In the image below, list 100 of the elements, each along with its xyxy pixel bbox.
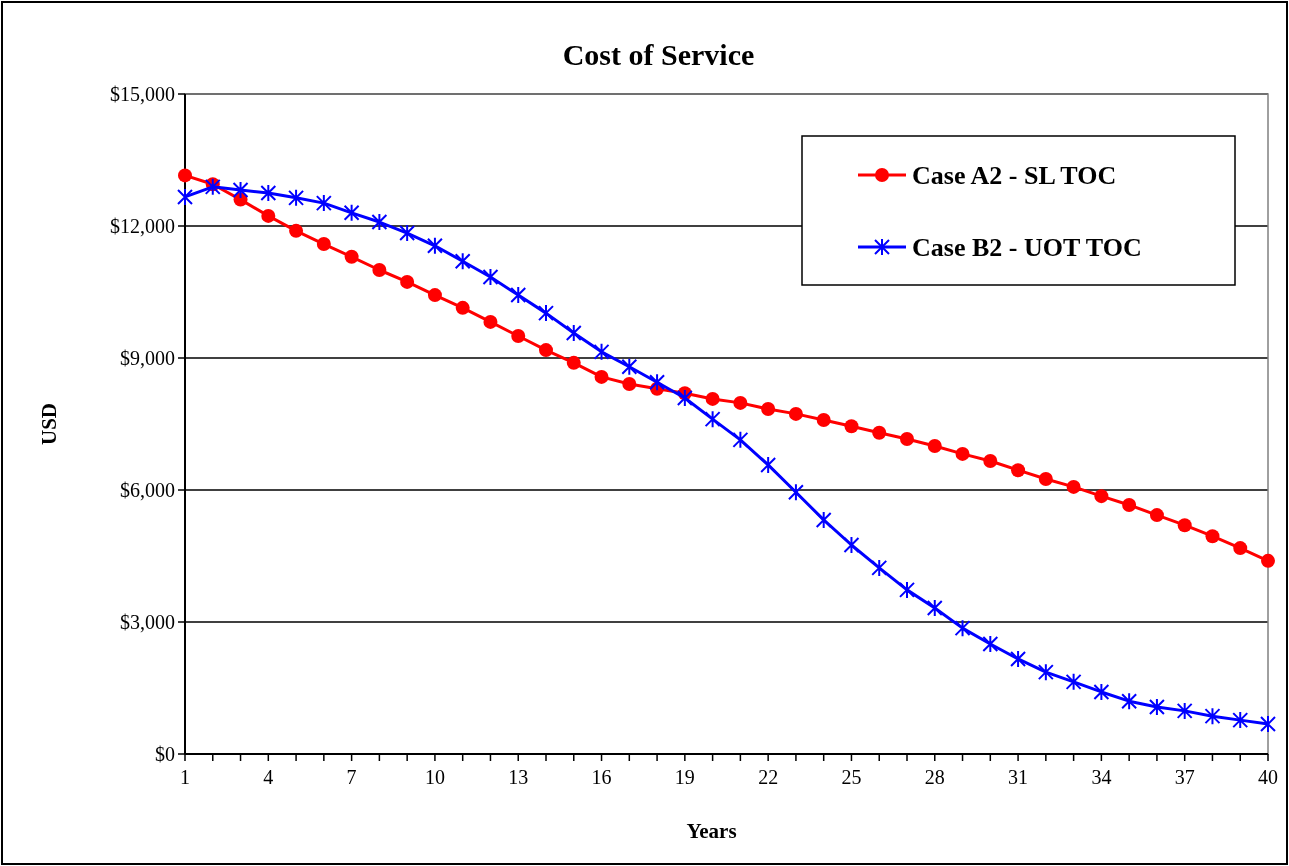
point: [594, 369, 609, 384]
point: [1177, 518, 1192, 533]
y-tick-label: $9,000: [120, 347, 175, 369]
x-tick-label: 34: [1091, 766, 1112, 788]
y-tick-label: $3,000: [120, 611, 175, 633]
x-tick-label: 4: [263, 766, 274, 788]
point: [983, 453, 998, 468]
point: [871, 558, 888, 577]
point: [1010, 649, 1027, 668]
point: [1232, 711, 1249, 730]
point: [761, 402, 776, 417]
point: [1148, 697, 1165, 716]
point: [288, 188, 305, 207]
point: [232, 180, 249, 199]
point: [1011, 463, 1026, 478]
point: [400, 274, 415, 289]
point: [649, 373, 666, 392]
point: [289, 223, 304, 238]
point: [510, 286, 527, 305]
chart-title: Cost of Service: [562, 38, 755, 71]
point: [372, 263, 387, 277]
point: [955, 446, 970, 461]
point: [760, 455, 777, 474]
point: [705, 391, 720, 406]
point: [260, 184, 277, 202]
point: [426, 236, 443, 255]
legend-label: Case A2 - SL TOC: [912, 161, 1117, 191]
x-tick-label: 37: [1174, 766, 1195, 788]
point: [511, 329, 526, 343]
point: [455, 300, 470, 315]
point: [1233, 541, 1248, 556]
x-tick-label: 10: [424, 766, 445, 788]
point: [343, 203, 360, 222]
x-tick-label: 25: [841, 766, 862, 788]
point: [344, 249, 359, 264]
x-tick-label: 13: [508, 766, 529, 788]
point: [1261, 553, 1275, 568]
point: [454, 252, 471, 271]
point: [566, 355, 581, 370]
point: [316, 237, 331, 252]
point: [593, 342, 610, 361]
point: [788, 406, 803, 421]
point: [1093, 682, 1110, 701]
point: [704, 410, 721, 429]
point: [622, 376, 637, 391]
point: [399, 224, 416, 243]
point: [482, 268, 499, 287]
point: [926, 598, 943, 617]
point: [539, 343, 553, 358]
point: [621, 357, 638, 376]
point: [954, 619, 971, 638]
point: [843, 536, 860, 554]
point: [816, 413, 831, 428]
point: [815, 510, 832, 529]
legend-label: Case B2 - UOT TOC: [912, 233, 1142, 263]
point: [1121, 692, 1138, 711]
point: [1066, 479, 1081, 494]
y-tick-label: $12,000: [110, 215, 175, 237]
point: [261, 208, 276, 223]
point: [872, 425, 887, 440]
x-tick-label: 1: [180, 766, 190, 788]
x-tick-label: 16: [591, 766, 612, 788]
point: [733, 395, 748, 410]
point: [178, 168, 192, 183]
point: [732, 430, 749, 449]
point: [1260, 715, 1276, 734]
point: [1122, 497, 1137, 512]
point: [1205, 529, 1220, 544]
point: [1038, 472, 1053, 486]
point: [1037, 663, 1054, 682]
x-tick-label: 7: [346, 766, 357, 788]
point: [204, 177, 221, 196]
y-tick-label: $0: [155, 743, 175, 765]
point: [177, 187, 193, 206]
point: [1065, 672, 1082, 691]
point: [927, 439, 942, 453]
point: [1094, 489, 1109, 504]
point: [676, 389, 693, 408]
point: [1204, 707, 1221, 726]
y-axis-title: USD: [37, 402, 61, 446]
point: [371, 213, 388, 232]
x-tick-label: 28: [924, 766, 945, 788]
x-tick-label: 31: [1008, 766, 1029, 788]
point: [982, 635, 999, 653]
point: [1176, 701, 1193, 720]
y-tick-label: $15,000: [110, 83, 175, 105]
x-tick-label: 19: [674, 766, 695, 788]
x-tick-label: 22: [758, 766, 779, 788]
x-tick-label: 40: [1258, 766, 1278, 788]
point: [315, 194, 332, 213]
point: [538, 304, 554, 323]
point: [900, 431, 914, 446]
point: [844, 419, 859, 434]
point: [483, 314, 498, 329]
point: [565, 323, 582, 342]
point: [899, 580, 915, 599]
point: [787, 483, 804, 502]
y-tick-label: $6,000: [120, 479, 175, 501]
point: [1149, 508, 1164, 523]
point: [427, 288, 442, 303]
